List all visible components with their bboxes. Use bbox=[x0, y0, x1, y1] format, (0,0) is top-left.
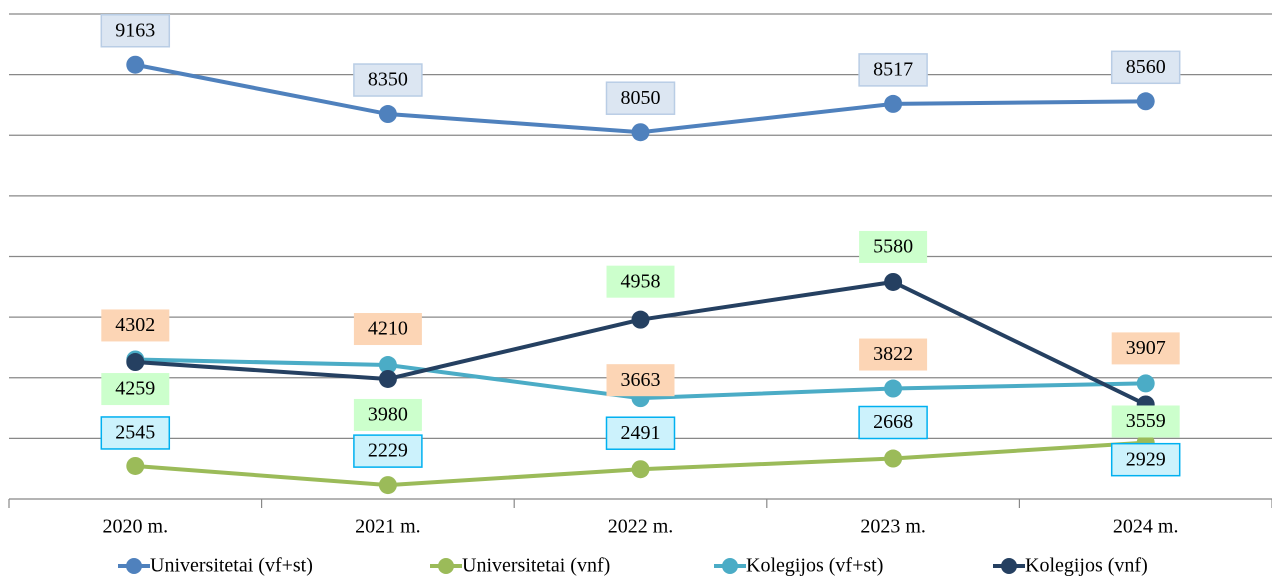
point bbox=[1136, 92, 1155, 111]
data-label: 8560 bbox=[1126, 56, 1166, 78]
point bbox=[378, 356, 397, 375]
data-label: 8517 bbox=[873, 59, 913, 81]
point bbox=[631, 310, 650, 329]
data-label: 9163 bbox=[115, 19, 155, 41]
point bbox=[884, 379, 903, 398]
data-label: 3822 bbox=[873, 343, 913, 365]
data-label-box bbox=[605, 416, 676, 450]
data-label-box bbox=[353, 313, 422, 346]
legend-marker bbox=[126, 558, 142, 574]
data-label-box bbox=[606, 265, 675, 298]
data-label: 3663 bbox=[621, 369, 661, 391]
x-tick-label: 2023 m. bbox=[860, 516, 926, 538]
legend-label: Universitetai (vf+st) bbox=[150, 555, 313, 577]
legend-marker bbox=[438, 558, 454, 574]
point bbox=[126, 55, 145, 74]
legend-marker bbox=[722, 558, 738, 574]
data-label: 3907 bbox=[1126, 337, 1166, 359]
data-label: 3559 bbox=[1126, 410, 1166, 432]
x-tick-label: 2021 m. bbox=[355, 516, 421, 538]
data-label-box bbox=[859, 230, 928, 263]
data-label-box bbox=[101, 373, 170, 406]
data-label-box bbox=[1110, 50, 1181, 85]
data-label-box bbox=[605, 81, 676, 115]
legend-label: Universitetai (vnf) bbox=[462, 555, 610, 577]
legend-label: Kolegijos (vnf) bbox=[1025, 555, 1148, 577]
x-tick-label: 2022 m. bbox=[608, 516, 674, 538]
data-label-box bbox=[858, 53, 928, 87]
data-label: 2545 bbox=[115, 422, 155, 444]
point bbox=[631, 123, 650, 142]
data-label-box bbox=[858, 405, 928, 440]
data-label: 8350 bbox=[368, 69, 408, 91]
data-label-box bbox=[606, 364, 675, 397]
legend-label: Kolegijos (vf+st) bbox=[746, 555, 883, 577]
point bbox=[884, 272, 903, 291]
data-label-box bbox=[100, 416, 171, 450]
point bbox=[378, 369, 397, 388]
data-label-box bbox=[101, 309, 170, 342]
point bbox=[126, 456, 145, 475]
point bbox=[884, 449, 903, 468]
point bbox=[631, 460, 650, 479]
data-label: 2229 bbox=[368, 440, 408, 462]
x-tick-label: 2024 m. bbox=[1113, 516, 1179, 538]
point bbox=[884, 94, 903, 113]
data-label: 4958 bbox=[621, 270, 661, 292]
data-label: 3980 bbox=[368, 404, 408, 426]
point bbox=[126, 353, 145, 372]
data-label-box bbox=[353, 398, 422, 431]
data-label-box bbox=[353, 434, 423, 468]
x-tick-label: 2020 m. bbox=[103, 516, 169, 538]
data-label: 4302 bbox=[115, 314, 155, 336]
data-label-box bbox=[859, 338, 928, 371]
data-label: 5580 bbox=[873, 236, 913, 258]
point bbox=[378, 476, 397, 495]
data-label: 8050 bbox=[621, 87, 661, 109]
point bbox=[378, 105, 397, 124]
data-label-box bbox=[1110, 442, 1181, 477]
data-label-box bbox=[100, 13, 171, 48]
data-label-box bbox=[353, 63, 423, 97]
data-label: 2668 bbox=[873, 411, 913, 433]
data-label: 4259 bbox=[115, 378, 155, 400]
data-label-box bbox=[1111, 332, 1180, 365]
data-label: 2491 bbox=[621, 422, 661, 444]
data-label-box bbox=[1111, 405, 1180, 438]
data-label: 4210 bbox=[368, 318, 408, 340]
point bbox=[1136, 374, 1155, 393]
legend-marker bbox=[1001, 558, 1017, 574]
data-label: 2929 bbox=[1126, 448, 1166, 470]
